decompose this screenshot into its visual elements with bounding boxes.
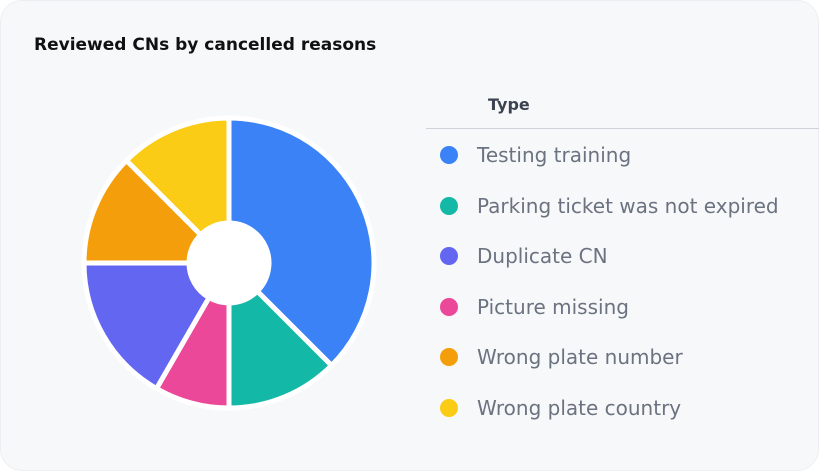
legend-label: Wrong plate number xyxy=(477,345,683,370)
legend-dot-icon xyxy=(440,399,458,417)
slice-wrong-plate-country[interactable] xyxy=(123,115,232,238)
legend-item[interactable]: Wrong plate country xyxy=(440,396,681,420)
legend-item[interactable]: Testing training xyxy=(440,143,631,167)
legend-item[interactable]: Duplicate CN xyxy=(440,244,608,268)
chart-title: Reviewed CNs by cancelled reasons xyxy=(34,35,377,55)
legend-label: Testing training xyxy=(477,143,632,167)
legend-dot-icon xyxy=(440,247,458,266)
slice-testing-training[interactable] xyxy=(226,115,377,369)
legend-dot-icon xyxy=(440,196,458,215)
legend-item[interactable]: Parking ticket was not expired xyxy=(440,194,779,218)
legend-item[interactable]: Wrong plate number xyxy=(440,345,683,369)
legend-item[interactable]: Picture missing xyxy=(440,295,629,319)
legend-dot-icon xyxy=(440,146,458,164)
slice-wrong-plate-number[interactable] xyxy=(81,157,204,266)
slice-duplicate-cn[interactable] xyxy=(81,260,212,392)
legend-label: Wrong plate country xyxy=(477,396,682,420)
legend-dot-icon xyxy=(440,297,458,316)
legend-dot-icon xyxy=(440,348,458,367)
legend: Type Testing training Parking ticket was … xyxy=(426,93,819,420)
slice-parking-ticket-was-not-expired[interactable] xyxy=(226,288,335,411)
legend-label: Picture missing xyxy=(477,294,629,319)
legend-title: Type xyxy=(426,93,819,129)
legend-label: Duplicate CN xyxy=(477,244,608,269)
donut-hole xyxy=(191,225,267,301)
legend-label: Parking ticket was not expired xyxy=(477,193,779,218)
